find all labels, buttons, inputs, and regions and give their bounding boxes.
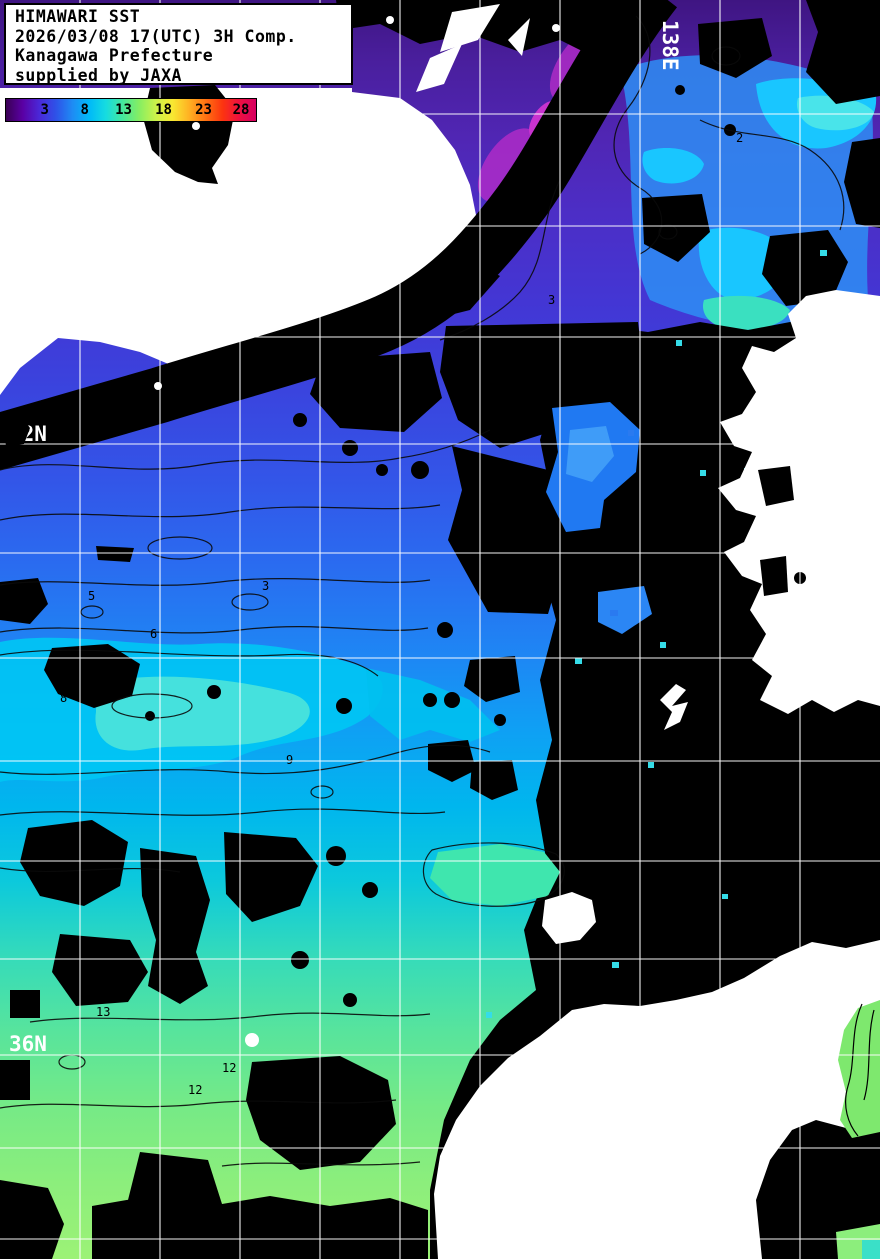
land-mass-northwest: [0, 88, 478, 395]
title-line-region: Kanagawa Prefecture: [15, 46, 214, 65]
colorbar-tick: 3: [40, 102, 49, 118]
title-box: HIMAWARI SST 2026/03/08 17(UTC) 3H Comp.…: [4, 3, 353, 85]
title-line-datetime: 2026/03/08 17(UTC) 3H Comp.: [15, 26, 297, 46]
cloud-complex-central: [293, 322, 644, 707]
cloud-inlets-east-land: [758, 466, 806, 596]
colorbar-tick: 18: [155, 102, 172, 118]
land-mass-south: [434, 940, 880, 1259]
contour-label: 3: [262, 579, 269, 593]
contour-label: 9: [286, 753, 293, 767]
green-strip-east: [836, 1000, 880, 1259]
temperature-colorbar: 3 8 13 18 23 28: [5, 98, 257, 122]
colorbar-tick: 28: [232, 102, 250, 118]
title-line-credit: supplied by JAXA: [15, 65, 182, 85]
colorbar-tick: 13: [115, 102, 132, 118]
land-mass-east: [718, 290, 880, 714]
contour-label: 1: [628, 55, 635, 69]
contour-label: 3: [548, 293, 555, 307]
island-patch: [542, 892, 596, 944]
lon-label: 138E: [658, 20, 682, 71]
contour-label: 2: [736, 131, 743, 145]
cloud-coastal-band: [0, 0, 678, 471]
contour-label: 13: [96, 1005, 110, 1019]
colorbar-tick: 23: [195, 102, 212, 118]
island-dot: [245, 1033, 259, 1047]
contour-labels: 1 2 3 3 5 6 8 9 12 12 13: [60, 55, 743, 1097]
contour-label: 6: [150, 627, 157, 641]
contour-label: 12: [188, 1083, 202, 1097]
colorbar-tick: 8: [80, 102, 89, 118]
title-line-product: HIMAWARI SST: [15, 7, 141, 26]
lat-label-bottom: 36N: [9, 1032, 47, 1056]
cloud-over-lat-label: [2, 414, 30, 446]
contour-label: 8: [60, 691, 67, 705]
contour-lines: [0, 15, 845, 1167]
contour-label: 12: [222, 1061, 236, 1075]
contour-label: 5: [88, 589, 95, 603]
cloud-blobs-midleft: [0, 546, 518, 800]
island-bolt: [660, 684, 688, 730]
warm-patches-over-cloud: [430, 402, 652, 906]
